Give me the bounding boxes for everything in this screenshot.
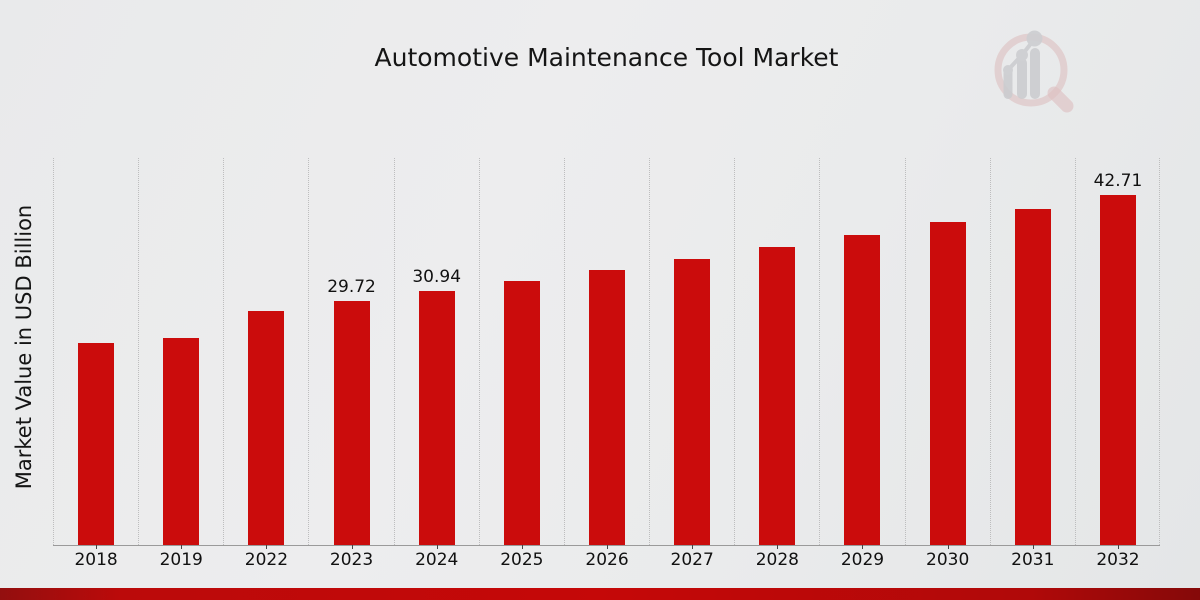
x-tick-label-2024: 2024 (415, 550, 459, 570)
x-axis-tick (1117, 545, 1119, 549)
bar-slot-2023: 29.72 2023 (308, 158, 393, 570)
x-axis-tick (692, 545, 694, 549)
x-axis-tick (862, 545, 864, 549)
x-tick-label-2022: 2022 (244, 550, 289, 570)
x-axis-tick (1032, 545, 1034, 549)
plot-area: 2018 2019 2022 29.72 2023 30.94 2024 2025 2026 20… (53, 158, 1160, 570)
bar-2032 (1099, 194, 1136, 545)
x-axis-tick (607, 545, 609, 549)
chart-title: Automotive Maintenance Tool Market (374, 43, 839, 72)
x-tick-label-2032: 2032 (1096, 550, 1140, 570)
x-tick-label-2030: 2030 (926, 550, 970, 570)
x-axis-tick (521, 545, 523, 549)
bar-2030 (929, 222, 966, 545)
bar-2028 (759, 247, 796, 545)
bar-2029 (844, 234, 881, 545)
bar-slot-2031: 2031 (989, 158, 1075, 570)
x-axis-tick (181, 545, 183, 549)
bar-2031 (1014, 208, 1051, 545)
x-axis-tick (266, 545, 268, 549)
x-tick-label-2029: 2029 (840, 550, 885, 570)
bar-slot-2025: 2025 (478, 158, 564, 570)
x-axis-tick (96, 545, 98, 549)
bar-2024 (418, 291, 455, 545)
bar-slot-2026: 2026 (563, 158, 649, 570)
bar-slot-2030: 2030 (904, 158, 990, 570)
x-tick-label-2025: 2025 (500, 550, 544, 570)
x-tick-label-2031: 2031 (1011, 550, 1055, 570)
bar-value-label-2024: 30.94 (412, 267, 462, 288)
x-tick-label-2027: 2027 (670, 550, 714, 570)
x-tick-label-2023: 2023 (329, 550, 374, 570)
bar-value-label-2032: 42.71 (1093, 170, 1143, 191)
bar-slot-2018: 2018 (53, 158, 138, 570)
bar-slot-2027: 2027 (649, 158, 734, 570)
x-axis-tick (777, 545, 779, 549)
bars-container: 2018 2019 2022 29.72 2023 30.94 2024 2025 2026 20… (53, 158, 1160, 570)
bar-2022 (248, 310, 285, 545)
bar-slot-2019: 2019 (138, 158, 223, 570)
bar-slot-2029: 2029 (819, 158, 904, 570)
x-tick-label-2026: 2026 (585, 550, 629, 570)
x-axis-tick (351, 545, 353, 549)
x-tick-label-2019: 2019 (159, 550, 203, 570)
x-tick-label-2028: 2028 (755, 550, 799, 570)
bar-2025 (503, 280, 540, 545)
bar-2018 (78, 343, 115, 545)
bar-2027 (674, 258, 711, 545)
magnifier-bar-chart-logo-icon (994, 30, 1074, 113)
bar-2026 (589, 270, 626, 545)
footer-accent-bar (0, 588, 1200, 600)
bar-value-label-2023: 29.72 (327, 277, 376, 298)
bar-slot-2024: 30.94 2024 (393, 158, 479, 570)
x-axis-tick (436, 545, 438, 549)
y-axis-title: Market Value in USD Billion (12, 204, 36, 490)
x-tick-label-2018: 2018 (74, 550, 118, 570)
bar-slot-2032: 42.71 2032 (1074, 158, 1160, 570)
bar-slot-2022: 2022 (223, 158, 308, 570)
bar-slot-2028: 2028 (734, 158, 819, 570)
bar-2023 (333, 301, 370, 545)
bar-2019 (163, 337, 200, 545)
x-axis-tick (947, 545, 949, 549)
